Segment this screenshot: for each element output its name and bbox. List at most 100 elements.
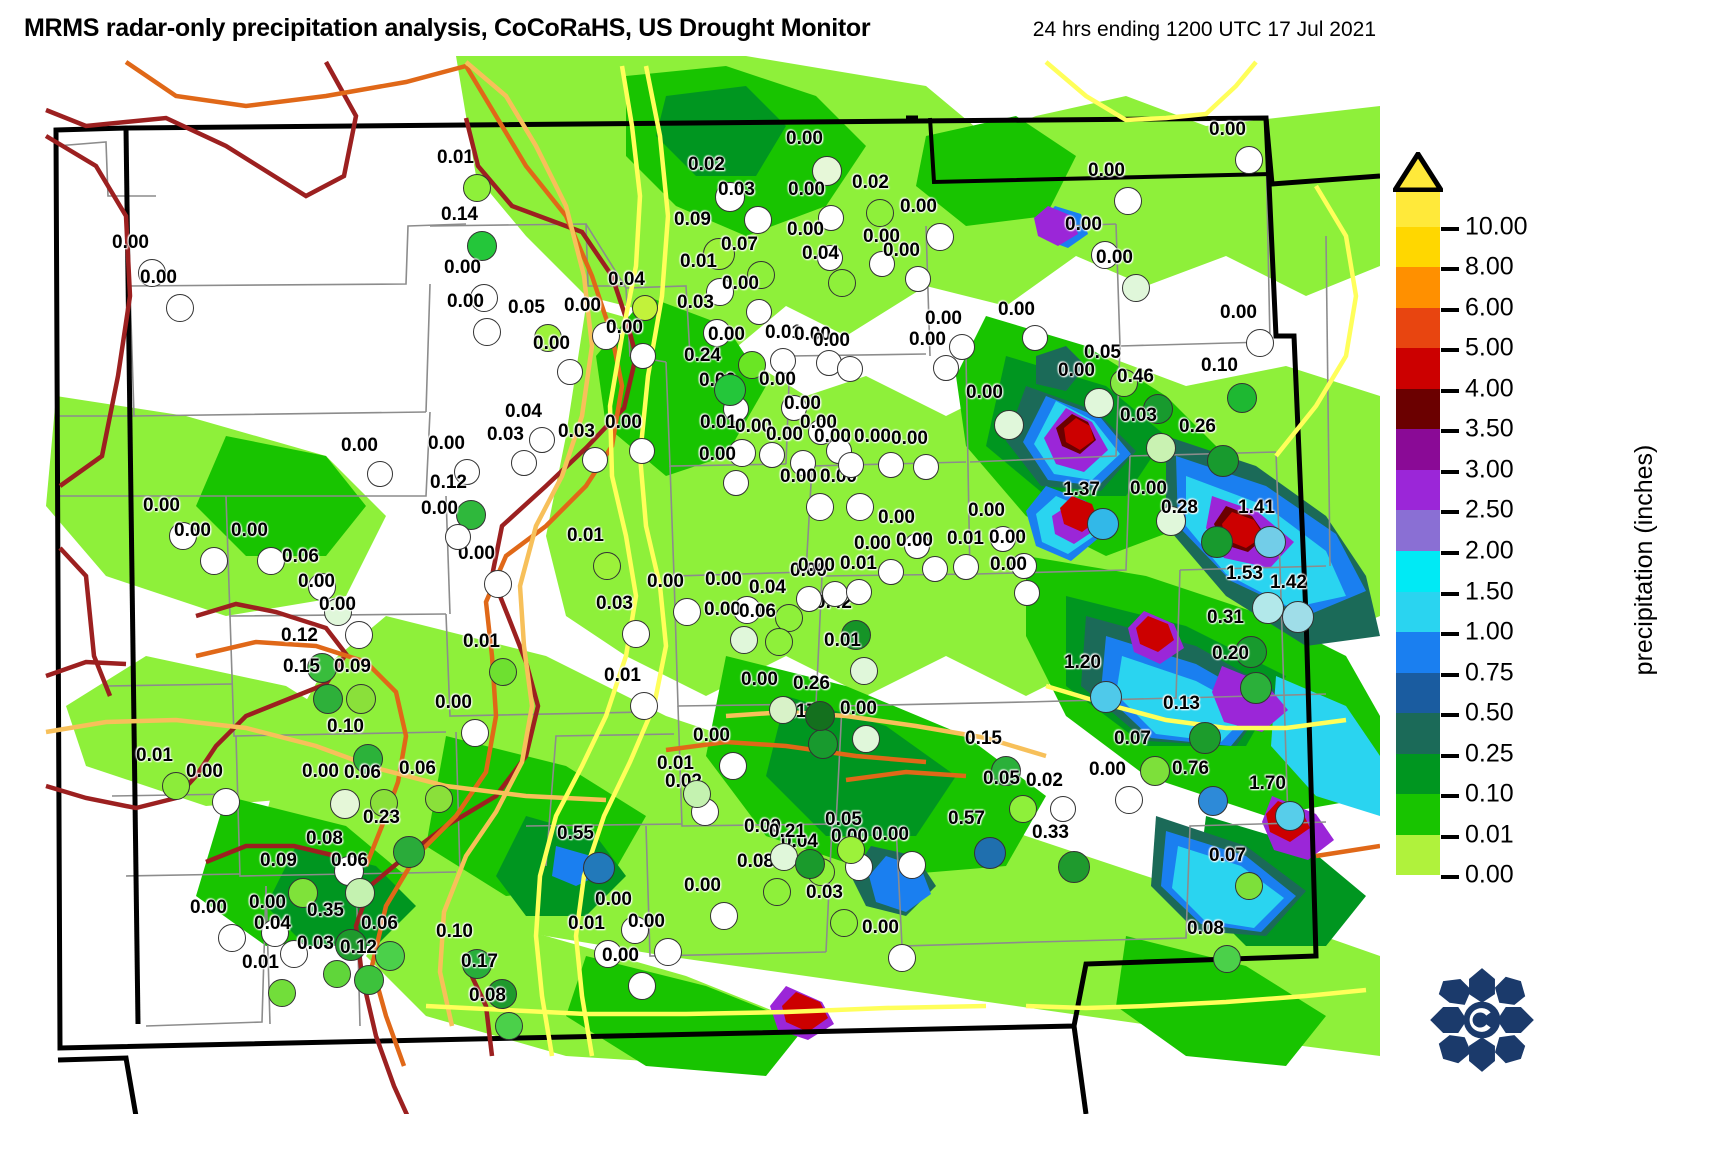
station-dot xyxy=(1235,636,1267,668)
station-dot xyxy=(869,251,895,277)
colorbar-band xyxy=(1396,712,1440,754)
station-value-label: 0.00 xyxy=(1088,160,1125,181)
colorbar-tick-label: 3.00 xyxy=(1465,455,1514,484)
station-value-label: 0.00 xyxy=(421,498,458,519)
station-value-label: 0.00 xyxy=(787,219,824,240)
figure-header: MRMS radar-only precipitation analysis, … xyxy=(0,0,1390,52)
station-value-label: 1.53 xyxy=(1226,563,1263,584)
station-value-label: 0.00 xyxy=(249,892,286,913)
station-value-label: 0.12 xyxy=(340,937,377,958)
station-dot xyxy=(808,729,838,759)
station-dot xyxy=(1011,553,1037,579)
colorbar-tick-label: 0.25 xyxy=(1465,739,1514,768)
station-value-label: 0.00 xyxy=(784,393,821,414)
station-value-label: 0.00 xyxy=(605,412,642,433)
station-dot xyxy=(280,940,308,968)
station-value-label: 0.00 xyxy=(143,495,180,516)
station-value-label: 0.02 xyxy=(688,154,725,175)
station-value-label: 0.00 xyxy=(862,917,899,938)
station-value-label: 0.01 xyxy=(680,251,717,272)
station-value-label: 0.00 xyxy=(854,533,891,554)
drought-contours xyxy=(44,60,1380,1114)
station-dot xyxy=(781,395,807,421)
station-value-label: 0.05 xyxy=(825,809,862,830)
station-value-label: 0.10 xyxy=(436,921,473,942)
station-dot xyxy=(733,596,761,624)
station-dot xyxy=(922,556,948,582)
station-dot xyxy=(370,789,398,817)
station-dot xyxy=(1227,383,1257,413)
station-value-label: 0.00 xyxy=(435,692,472,713)
station-dot xyxy=(706,278,734,306)
station-dot xyxy=(138,259,166,287)
station-dot xyxy=(629,438,655,464)
station-value-label: 0.01 xyxy=(242,952,279,973)
station-value-label: 0.03 xyxy=(558,421,595,442)
station-value-label: 0.00 xyxy=(909,329,946,350)
colorbar-tick-label: 0.01 xyxy=(1465,820,1514,849)
station-value-label: 0.00 xyxy=(788,179,825,200)
station-value-label: 0.10 xyxy=(1201,355,1238,376)
colorbar xyxy=(1396,185,1440,916)
colorbar-band xyxy=(1396,550,1440,592)
station-value-label: 0.14 xyxy=(441,204,478,225)
station-value-label: 0.04 xyxy=(608,269,645,290)
colorbar-tick-label: 1.00 xyxy=(1465,617,1514,646)
station-dot xyxy=(345,621,373,649)
station-value-label: 0.00 xyxy=(998,299,1035,320)
station-value-label: 0.01 xyxy=(568,913,605,934)
colorbar-arrow-tip xyxy=(1393,152,1443,192)
station-dot xyxy=(763,878,791,906)
station-dot xyxy=(846,579,872,605)
colorbar-tick xyxy=(1441,267,1459,272)
station-dot xyxy=(218,924,246,952)
station-dot xyxy=(622,620,650,648)
station-dot xyxy=(703,238,735,270)
station-value-label: 0.09 xyxy=(674,209,711,230)
station-value-label: 0.06 xyxy=(344,762,381,783)
station-value-label: 0.00 xyxy=(883,240,920,261)
colorbar-tick xyxy=(1441,672,1459,677)
station-dot xyxy=(795,849,825,879)
station-value-label: 0.00 xyxy=(302,761,339,782)
colorbar-tick-label: 3.50 xyxy=(1465,414,1514,443)
colorbar-band xyxy=(1396,834,1440,876)
station-value-label: 0.00 xyxy=(298,571,335,592)
colorbar-tick-label: 2.00 xyxy=(1465,536,1514,565)
station-value-label: 0.35 xyxy=(307,900,344,921)
precipitation-map[interactable]: 0.00 0.00 0.01 0.14 0.00 0.00 0.05 0.00 0.04 0.00… xyxy=(26,56,1380,1114)
station-dot xyxy=(759,442,785,468)
station-dot xyxy=(594,940,622,968)
station-dot xyxy=(1087,508,1119,540)
colorbar-band xyxy=(1396,388,1440,430)
colorbar-tick xyxy=(1441,307,1459,312)
station-value-label: 0.06 xyxy=(282,546,319,567)
station-dot xyxy=(738,351,766,379)
colorbar-tick xyxy=(1441,429,1459,434)
station-value-label: 0.05 xyxy=(508,297,545,318)
station-value-label: 0.09 xyxy=(334,656,371,677)
station-value-label: 0.01 xyxy=(840,553,877,574)
station-dot xyxy=(1282,601,1314,633)
station-value-label: 0.00 xyxy=(647,571,684,592)
station-dot xyxy=(1146,433,1176,463)
station-dot xyxy=(710,902,738,930)
station-value-label: 0.00 xyxy=(813,330,850,351)
station-dot xyxy=(913,454,939,480)
station-value-label: 0.00 xyxy=(863,226,900,247)
station-dot xyxy=(828,269,856,297)
station-value-label: 0.00 xyxy=(704,599,741,620)
station-value-label: 1.70 xyxy=(1249,773,1286,794)
station-value-label: 0.00 xyxy=(1220,302,1257,323)
station-dot xyxy=(353,744,383,774)
station-dot xyxy=(257,547,285,575)
station-value-label: 0.01 xyxy=(700,412,737,433)
station-dot xyxy=(673,598,701,626)
station-dot xyxy=(467,231,497,261)
station-dot xyxy=(534,324,562,352)
colorbar-tick xyxy=(1441,632,1459,637)
station-value-label: 0.03 xyxy=(596,593,633,614)
colorbar-tick-label: 0.50 xyxy=(1465,698,1514,727)
colorbar-band xyxy=(1396,753,1440,795)
station-value-label: 0.00 xyxy=(966,382,1003,403)
